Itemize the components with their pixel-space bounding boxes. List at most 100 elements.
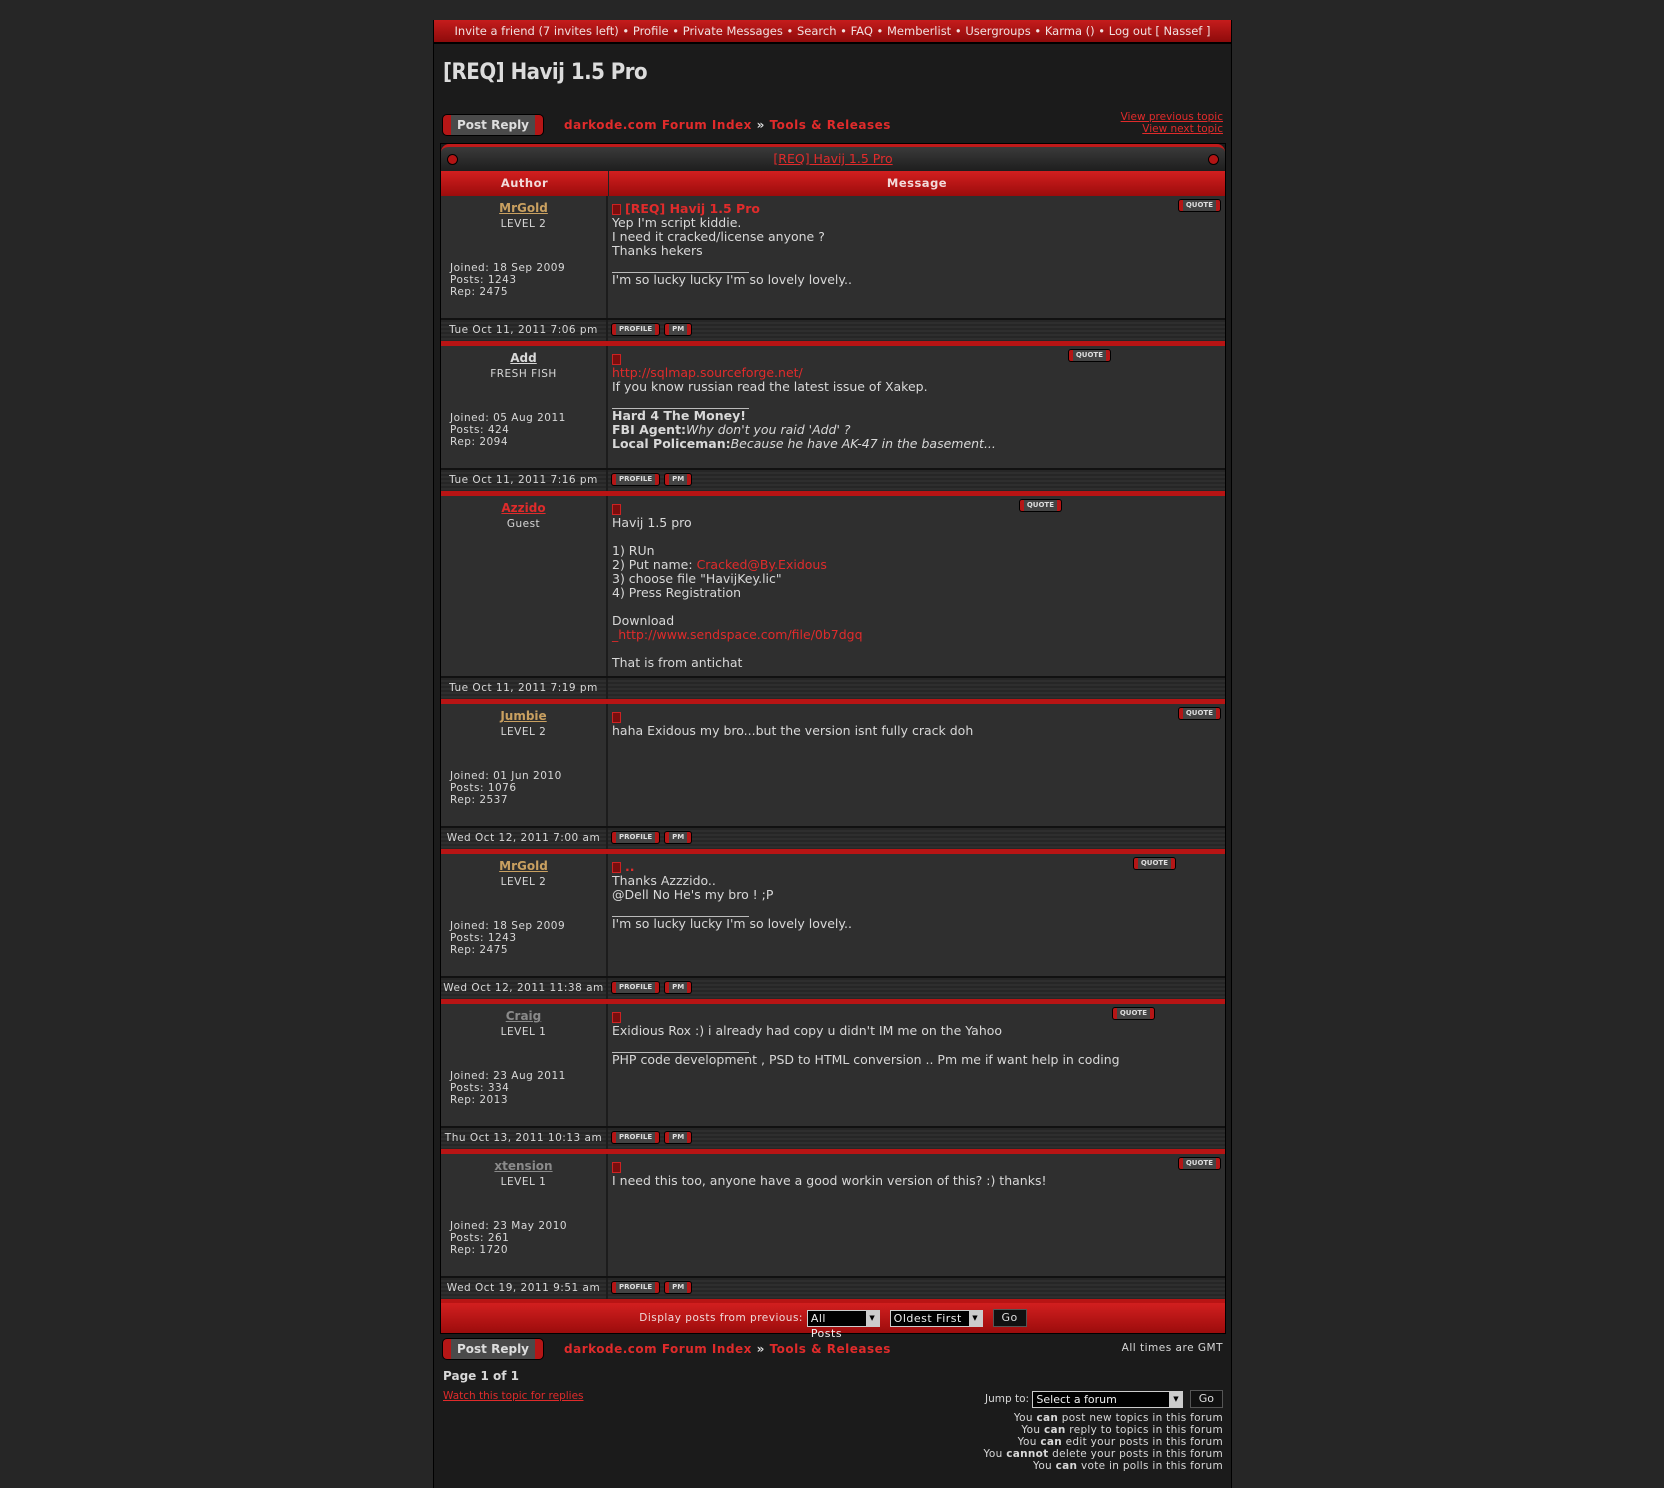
topnav-link[interactable]: Karma () — [1044, 24, 1095, 38]
jump-forum-select[interactable]: Select a forum ▼ — [1032, 1390, 1184, 1408]
permission-line: You can post new topics in this forum — [984, 1412, 1223, 1424]
pm-button[interactable]: PM — [665, 832, 692, 843]
author-name[interactable]: Craig — [505, 1009, 542, 1023]
message-line: That is from antichat — [612, 656, 1221, 670]
post-footer: Wed Oct 12, 2011 11:38 am PROFILE PM — [441, 976, 1225, 999]
message-text: 4) Press Registration — [612, 585, 742, 600]
message-text: Because he have AK-47 in the basement... — [730, 436, 996, 451]
view-next-topic-link[interactable]: View next topic — [1142, 123, 1223, 135]
message-line: @Dell No He's my bro ! ;P — [612, 888, 1221, 902]
author-panel: Add FRESH FISH Joined: 05 Aug 2011 Posts: 4… — [441, 346, 608, 468]
view-previous-topic-link[interactable]: View previous topic — [1120, 111, 1223, 123]
author-stats: Joined: 05 Aug 2011 Posts: 424 Rep: 2094 — [450, 412, 606, 448]
message-line: PHP code development , PSD to HTML conve… — [612, 1053, 1221, 1067]
topnav-link[interactable]: Private Messages — [682, 24, 783, 38]
message-text: Thanks hekers — [612, 243, 703, 258]
message-text: 1) RUn — [612, 543, 655, 558]
post-icon — [612, 204, 621, 215]
profile-button[interactable]: PROFILE — [612, 832, 660, 843]
profile-button[interactable]: PROFILE — [612, 982, 660, 993]
post-reply-button[interactable]: Post Reply — [443, 115, 543, 135]
display-options-bar: Display posts from previous: All Posts ▼ … — [441, 1299, 1225, 1340]
pm-button[interactable]: PM — [665, 474, 692, 485]
pagination: Page 1 of 1 — [443, 1369, 519, 1383]
post-date: Thu Oct 13, 2011 10:13 am — [441, 1128, 608, 1149]
message-link[interactable]: _http://www.sendspace.com/file/0b7dgq — [612, 627, 863, 642]
display-go-button[interactable]: Go — [992, 1309, 1027, 1327]
breadcrumb-separator: » — [756, 1342, 765, 1356]
topic-title-link[interactable]: [REQ] Havij 1.5 Pro — [773, 151, 893, 166]
message-link[interactable]: Cracked@By.Exidous — [696, 557, 827, 572]
post-footer: Wed Oct 12, 2011 7:00 am PROFILE PM — [441, 826, 1225, 849]
message-panel: Havij 1.5 pro 1) RUn 2) Put name: Cracked@… — [608, 496, 1225, 676]
author-name[interactable]: xtension — [494, 1159, 553, 1173]
nav-separator: • — [1094, 24, 1109, 38]
profile-button[interactable]: PROFILE — [612, 474, 660, 485]
message-column-header: Message — [886, 176, 948, 190]
pm-button[interactable]: PM — [665, 1282, 692, 1293]
message-text: Yep I'm script kiddie. — [612, 215, 742, 230]
topnav-link[interactable]: Profile — [632, 24, 669, 38]
topnav-link[interactable]: FAQ — [850, 24, 873, 38]
quote-button[interactable]: QUOTE — [1068, 350, 1110, 361]
topnav-link[interactable]: Log out [ Nassef ] — [1108, 24, 1211, 38]
permission-line: You can edit your posts in this forum — [984, 1436, 1223, 1448]
profile-button[interactable]: PROFILE — [612, 324, 660, 335]
permission-verb: can — [1055, 1460, 1078, 1472]
post-body: xtension LEVEL 1 Joined: 23 May 2010 Posts:… — [441, 1154, 1225, 1276]
quote-button[interactable]: QUOTE — [1178, 708, 1220, 719]
pm-button[interactable]: PM — [665, 982, 692, 993]
message-text: That is from antichat — [612, 655, 743, 670]
breadcrumb-forum-index[interactable]: darkode.com Forum Index — [564, 118, 752, 132]
topnav-link[interactable]: Memberlist — [887, 24, 952, 38]
author-name[interactable]: Azzido — [501, 501, 546, 515]
post: Jumbie LEVEL 2 Joined: 01 Jun 2010 Posts: 1… — [441, 699, 1225, 849]
permission-text: You — [983, 1448, 1007, 1460]
message-line: http://sqlmap.sourceforge.net/ — [612, 366, 1221, 380]
profile-button[interactable]: PROFILE — [612, 1282, 660, 1293]
permission-text: reply to topics in this forum — [1065, 1424, 1223, 1436]
profile-button[interactable]: PROFILE — [612, 1132, 660, 1143]
quote-button[interactable]: QUOTE — [1133, 858, 1175, 869]
signature-divider — [612, 408, 749, 409]
topnav-link[interactable]: Search — [796, 24, 837, 38]
posts-range-select[interactable]: All Posts ▼ — [806, 1309, 880, 1340]
message-line: I'm so lucky lucky I'm so lovely lovely.… — [612, 917, 1221, 931]
breadcrumb-forum-index[interactable]: darkode.com Forum Index — [564, 1342, 752, 1356]
message-line — [612, 642, 1221, 656]
author-name[interactable]: MrGold — [499, 859, 548, 873]
post-subject-line — [612, 1160, 1221, 1174]
message-line: If you know russian read the latest issu… — [612, 380, 1221, 394]
quote-button[interactable]: QUOTE — [1019, 500, 1061, 511]
breadcrumb-forum[interactable]: Tools & Releases — [769, 1342, 891, 1356]
message-line: I need it cracked/license anyone ? — [612, 230, 1221, 244]
post-actions — [608, 678, 616, 699]
breadcrumb-separator: » — [756, 118, 765, 132]
posts-order-select[interactable]: Oldest First ▼ — [889, 1309, 983, 1327]
author-name[interactable]: Jumbie — [500, 709, 547, 723]
message-line: Local Policeman:Because he have AK-47 in… — [612, 437, 1221, 451]
signature-divider — [612, 916, 749, 917]
post-body: Jumbie LEVEL 2 Joined: 01 Jun 2010 Posts: 1… — [441, 704, 1225, 826]
quote-button[interactable]: QUOTE — [1178, 200, 1220, 211]
nav-separator: • — [836, 24, 851, 38]
breadcrumb-forum[interactable]: Tools & Releases — [769, 118, 891, 132]
quote-button[interactable]: QUOTE — [1112, 1008, 1154, 1019]
topnav-link[interactable]: Usergroups — [965, 24, 1031, 38]
topnav-link[interactable]: Invite a friend (7 invites left) — [454, 24, 619, 38]
quote-button[interactable]: QUOTE — [1178, 1158, 1220, 1169]
author-name[interactable]: Add — [510, 351, 537, 365]
posts-order-value: Oldest First — [893, 1311, 962, 1325]
pm-button[interactable]: PM — [665, 1132, 692, 1143]
message-link[interactable]: http://sqlmap.sourceforge.net/ — [612, 365, 803, 380]
message-line: 3) choose file "HavijKey.lic" — [612, 572, 1221, 586]
post-icon — [612, 354, 621, 365]
watch-topic-link[interactable]: Watch this topic for replies — [443, 1390, 584, 1402]
jump-go-button[interactable]: Go — [1189, 1390, 1223, 1408]
post-reply-button-bottom[interactable]: Post Reply — [443, 1339, 543, 1359]
dropdown-arrow-icon: ▼ — [865, 1310, 879, 1326]
pm-button[interactable]: PM — [665, 324, 692, 335]
post-footer: Tue Oct 11, 2011 7:19 pm — [441, 676, 1225, 699]
author-name[interactable]: MrGold — [499, 201, 548, 215]
author-rank: LEVEL 2 — [500, 876, 547, 888]
